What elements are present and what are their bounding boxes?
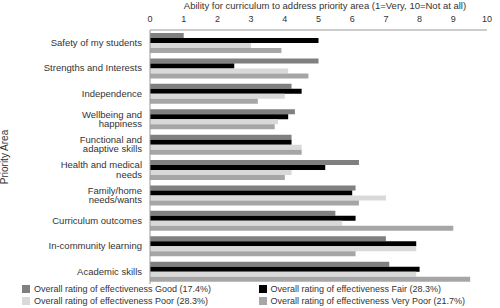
svg-text:8: 8 <box>417 14 422 24</box>
svg-text:Functional andadaptive skills: Functional andadaptive skills <box>80 134 143 155</box>
svg-text:0: 0 <box>147 14 152 24</box>
svg-text:Family/homeneeds/wants: Family/homeneeds/wants <box>88 185 143 206</box>
svg-text:Priority Area: Priority Area <box>8 129 10 184</box>
html-text:Overall rating of effectivenes: Overall rating of effectiveness Good (17… <box>34 284 211 294</box>
svg-text:7: 7 <box>383 14 388 24</box>
svg-text:Safety of my students: Safety of my students <box>51 37 143 48</box>
svg-text:2: 2 <box>215 14 220 24</box>
svg-text:10: 10 <box>482 14 492 24</box>
svg-text:3: 3 <box>249 14 254 24</box>
svg-text:Strengths and Interests: Strengths and Interests <box>44 62 142 73</box>
svg-text:4: 4 <box>282 14 287 24</box>
svg-text:5: 5 <box>316 14 321 24</box>
svg-text:In-community learning: In-community learning <box>49 240 142 251</box>
svg-text:Academic skills: Academic skills <box>77 266 142 277</box>
svg-text:6: 6 <box>350 14 355 24</box>
svg-text:Independence: Independence <box>82 88 142 99</box>
html-text:Ability for curriculum to addr: Ability for curriculum to address priori… <box>183 0 467 11</box>
svg-text:9: 9 <box>451 14 456 24</box>
html-text:Overall rating of effectivenes: Overall rating of effectiveness Poor (28… <box>34 296 208 306</box>
html-text:Overall rating of effectivenes: Overall rating of effectiveness Fair (28… <box>270 284 441 294</box>
svg-text:Wellbeing andhappiness: Wellbeing andhappiness <box>82 109 142 129</box>
svg-text:Health and medicalneeds: Health and medicalneeds <box>61 159 143 180</box>
svg-text:Curriculum outcomes: Curriculum outcomes <box>52 215 142 226</box>
svg-text:1: 1 <box>181 14 186 24</box>
html-text:Overall rating of effectivenes: Overall rating of effectiveness Very Poo… <box>270 296 465 306</box>
